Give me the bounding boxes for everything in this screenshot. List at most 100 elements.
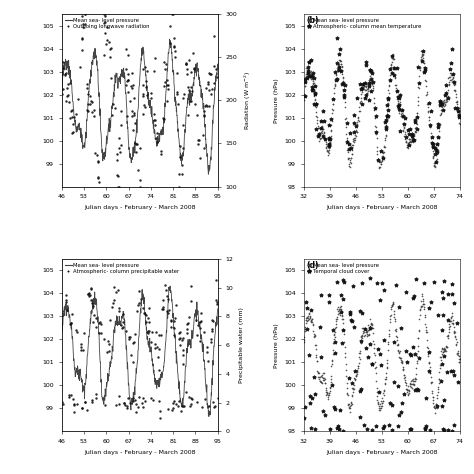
Point <box>302 298 310 305</box>
Point <box>427 369 434 376</box>
Point <box>440 353 447 360</box>
Point <box>351 367 359 374</box>
Point <box>325 391 332 399</box>
Point <box>352 371 360 379</box>
Point <box>303 74 311 82</box>
Point <box>409 381 416 388</box>
Point <box>347 317 355 324</box>
Point <box>180 402 188 410</box>
Point <box>310 86 317 93</box>
Point <box>129 397 137 404</box>
Point <box>449 367 457 375</box>
Point <box>388 401 395 409</box>
Point <box>355 103 363 111</box>
Point <box>429 397 437 404</box>
Point <box>203 343 210 351</box>
Point <box>453 349 461 357</box>
Point <box>105 340 112 348</box>
Point <box>167 317 175 324</box>
Point <box>345 403 353 410</box>
Point <box>314 132 322 140</box>
Point <box>65 391 73 399</box>
Point <box>447 317 454 325</box>
Point <box>382 117 390 124</box>
Point <box>327 372 335 380</box>
Point <box>113 171 121 179</box>
Point <box>125 76 132 83</box>
Point <box>412 371 420 378</box>
Point <box>411 374 419 382</box>
Point <box>109 300 117 307</box>
Point <box>339 75 347 82</box>
Point <box>305 315 313 322</box>
Point <box>347 155 355 162</box>
Point <box>179 121 187 129</box>
Point <box>430 162 438 170</box>
Point <box>100 19 108 27</box>
Point <box>200 107 208 115</box>
Point <box>398 359 405 366</box>
Point <box>410 377 417 384</box>
Point <box>446 65 454 73</box>
Point <box>144 91 151 99</box>
Point <box>359 82 367 89</box>
Point <box>196 324 203 332</box>
Point <box>77 344 85 351</box>
Point <box>453 100 461 108</box>
Point <box>431 404 438 412</box>
Point <box>144 314 152 321</box>
Point <box>303 326 311 333</box>
Point <box>447 315 455 322</box>
Point <box>323 388 331 396</box>
Point <box>434 146 441 153</box>
Point <box>115 392 122 400</box>
Point <box>390 64 398 72</box>
Point <box>364 90 371 97</box>
Point <box>328 109 336 117</box>
Point <box>377 158 384 165</box>
Point <box>401 379 409 386</box>
Point <box>412 375 419 383</box>
Point <box>375 402 383 410</box>
Point <box>450 80 457 88</box>
Point <box>312 100 319 108</box>
Point <box>449 77 457 84</box>
Point <box>376 164 384 171</box>
Point <box>129 127 137 134</box>
Point <box>323 143 330 151</box>
Point <box>307 424 314 431</box>
Point <box>170 397 178 405</box>
Point <box>317 124 324 132</box>
Point <box>403 141 410 148</box>
Point <box>438 345 446 352</box>
Point <box>399 113 406 121</box>
Point <box>411 386 419 393</box>
Point <box>400 124 408 132</box>
Point <box>359 80 367 88</box>
Point <box>314 119 321 127</box>
Point <box>401 131 409 138</box>
Point <box>304 314 312 322</box>
Point <box>170 325 177 332</box>
Point <box>138 399 146 407</box>
Point <box>88 396 95 403</box>
Point <box>373 280 381 287</box>
Point <box>326 135 333 142</box>
Point <box>366 72 374 80</box>
Point <box>421 68 428 75</box>
Point <box>394 383 401 390</box>
Point <box>384 356 392 364</box>
Point <box>357 91 365 98</box>
Point <box>306 58 313 65</box>
Point <box>173 400 180 408</box>
Point <box>432 146 440 154</box>
Point <box>105 347 113 355</box>
Point <box>450 82 458 89</box>
Point <box>389 52 396 59</box>
Point <box>439 348 447 356</box>
Point <box>365 88 372 95</box>
Point <box>338 70 346 78</box>
Point <box>355 362 362 370</box>
Point <box>385 89 392 97</box>
Point <box>200 144 207 151</box>
